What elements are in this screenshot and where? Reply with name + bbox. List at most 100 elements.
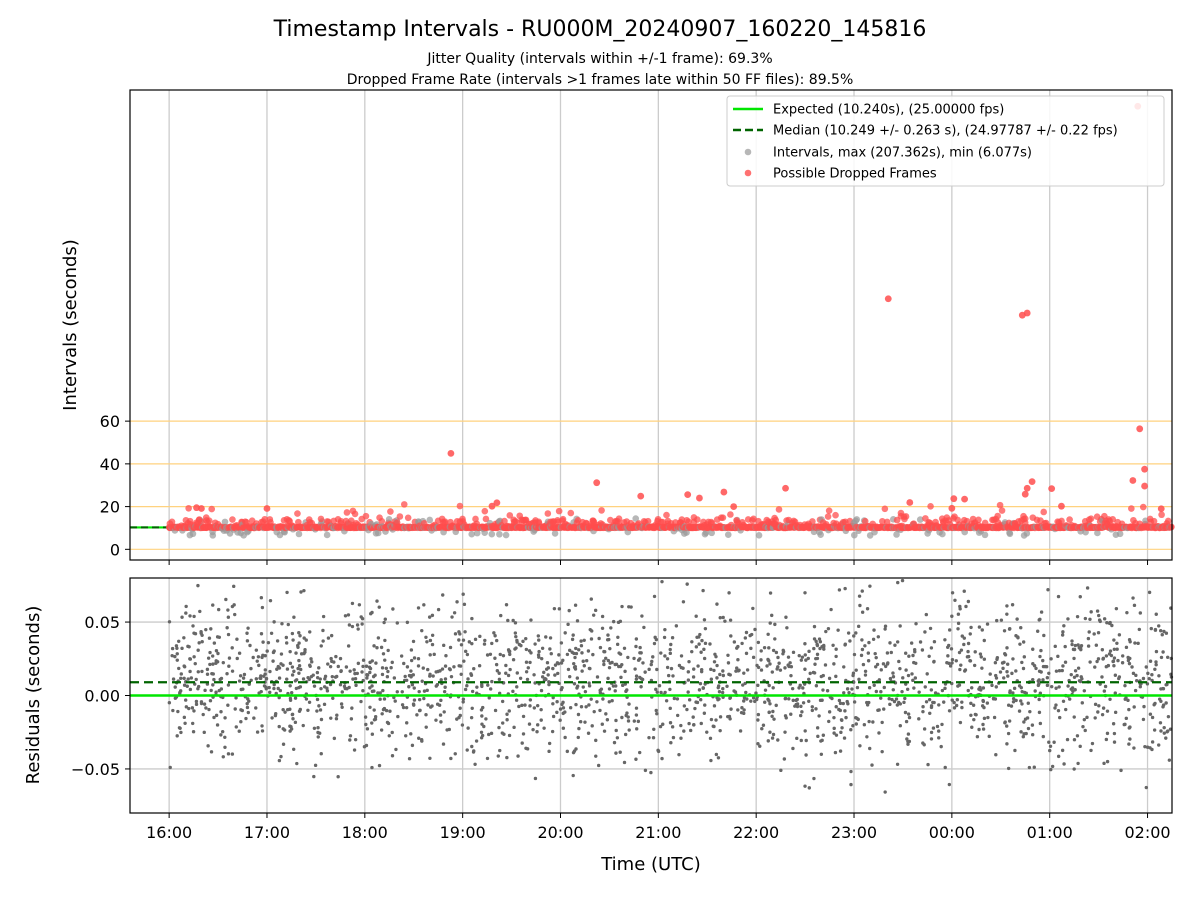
residual-point bbox=[1006, 674, 1010, 678]
residual-point bbox=[1154, 649, 1159, 654]
interval-point bbox=[708, 529, 716, 537]
residual-point bbox=[803, 591, 807, 595]
residual-point bbox=[1153, 667, 1157, 671]
residual-point bbox=[1072, 737, 1077, 742]
residual-point bbox=[1083, 728, 1087, 733]
residual-point bbox=[891, 671, 895, 675]
residual-point bbox=[402, 661, 406, 666]
residual-point bbox=[462, 659, 466, 663]
residual-point bbox=[453, 752, 457, 756]
residual-point bbox=[390, 660, 394, 665]
residual-point bbox=[1026, 701, 1030, 705]
residual-point bbox=[268, 598, 273, 603]
residual-point bbox=[703, 626, 708, 631]
residual-point bbox=[225, 626, 229, 630]
residual-point bbox=[421, 666, 425, 670]
residual-point bbox=[652, 594, 657, 599]
residual-point bbox=[449, 756, 453, 761]
residual-point bbox=[321, 614, 326, 619]
residual-point bbox=[770, 736, 775, 740]
residual-point bbox=[385, 675, 390, 679]
residual-point bbox=[1161, 650, 1165, 654]
dropped-frame-point bbox=[597, 520, 605, 527]
residual-point bbox=[380, 712, 384, 716]
residual-point bbox=[1143, 744, 1147, 749]
residual-point bbox=[462, 602, 467, 607]
residual-point bbox=[461, 697, 466, 701]
residual-point bbox=[348, 669, 352, 673]
residual-point bbox=[1061, 699, 1066, 703]
residual-point bbox=[820, 738, 824, 743]
residual-point bbox=[316, 735, 320, 739]
residual-point bbox=[461, 592, 465, 596]
bottom-y-tick-label: −0.05 bbox=[71, 760, 120, 779]
residual-point bbox=[431, 674, 435, 678]
residual-point bbox=[1041, 678, 1045, 682]
residual-point bbox=[1090, 741, 1095, 746]
residual-point bbox=[388, 709, 392, 713]
residual-point bbox=[290, 665, 295, 669]
residual-point bbox=[611, 619, 616, 624]
residual-point bbox=[1065, 737, 1070, 742]
residual-point bbox=[582, 638, 586, 642]
residual-point bbox=[1046, 588, 1050, 592]
residual-point bbox=[351, 677, 355, 681]
residual-point bbox=[920, 648, 925, 652]
residual-point bbox=[504, 671, 508, 675]
bottom-y-tick-label: 0.00 bbox=[84, 687, 120, 706]
residual-point bbox=[221, 660, 225, 665]
residual-point bbox=[736, 658, 740, 662]
residual-point bbox=[1063, 660, 1068, 664]
residual-point bbox=[196, 648, 200, 652]
residual-point bbox=[1066, 617, 1070, 621]
residual-point bbox=[591, 613, 596, 617]
residual-point bbox=[1031, 647, 1035, 651]
residual-point bbox=[774, 650, 779, 655]
residual-point bbox=[516, 754, 520, 758]
residual-point bbox=[937, 703, 941, 707]
residual-point bbox=[352, 748, 357, 752]
residual-point bbox=[952, 706, 957, 710]
residual-point bbox=[889, 650, 893, 655]
residual-point bbox=[567, 608, 571, 613]
residual-point bbox=[1002, 629, 1007, 633]
residual-point bbox=[504, 663, 508, 668]
residual-point bbox=[692, 723, 696, 727]
residual-point bbox=[992, 715, 997, 720]
residual-point bbox=[640, 614, 644, 618]
residual-point bbox=[343, 614, 348, 618]
residual-point bbox=[1081, 724, 1085, 729]
residual-point bbox=[548, 636, 553, 640]
residual-point bbox=[336, 774, 340, 779]
residual-point bbox=[845, 687, 850, 691]
residual-point bbox=[238, 674, 243, 678]
residual-point bbox=[434, 670, 438, 674]
residual-point bbox=[227, 664, 231, 668]
residual-point bbox=[194, 677, 198, 682]
x-tick-label: 01:00 bbox=[1027, 823, 1073, 842]
dropped-frame-point bbox=[1020, 512, 1027, 520]
residual-point bbox=[475, 691, 479, 695]
residual-point bbox=[973, 650, 977, 654]
residual-point bbox=[180, 615, 184, 619]
residual-point bbox=[601, 697, 605, 701]
dropped-frame-point bbox=[516, 512, 524, 520]
residual-point bbox=[1003, 651, 1007, 656]
residual-point bbox=[658, 724, 663, 729]
residual-point bbox=[839, 730, 843, 735]
residual-point bbox=[602, 659, 606, 663]
residual-point bbox=[269, 631, 274, 636]
residual-point bbox=[1024, 691, 1028, 695]
residual-point bbox=[539, 707, 543, 712]
residual-point bbox=[547, 680, 551, 684]
residual-point bbox=[742, 699, 746, 703]
residual-point bbox=[1159, 699, 1163, 703]
interval-point bbox=[221, 518, 229, 526]
residual-point bbox=[832, 662, 836, 666]
residual-point bbox=[728, 696, 732, 700]
residual-point bbox=[943, 638, 947, 642]
residual-point bbox=[517, 642, 522, 647]
residual-point bbox=[1075, 734, 1080, 738]
residual-point bbox=[1005, 742, 1009, 746]
residual-point bbox=[572, 661, 576, 666]
